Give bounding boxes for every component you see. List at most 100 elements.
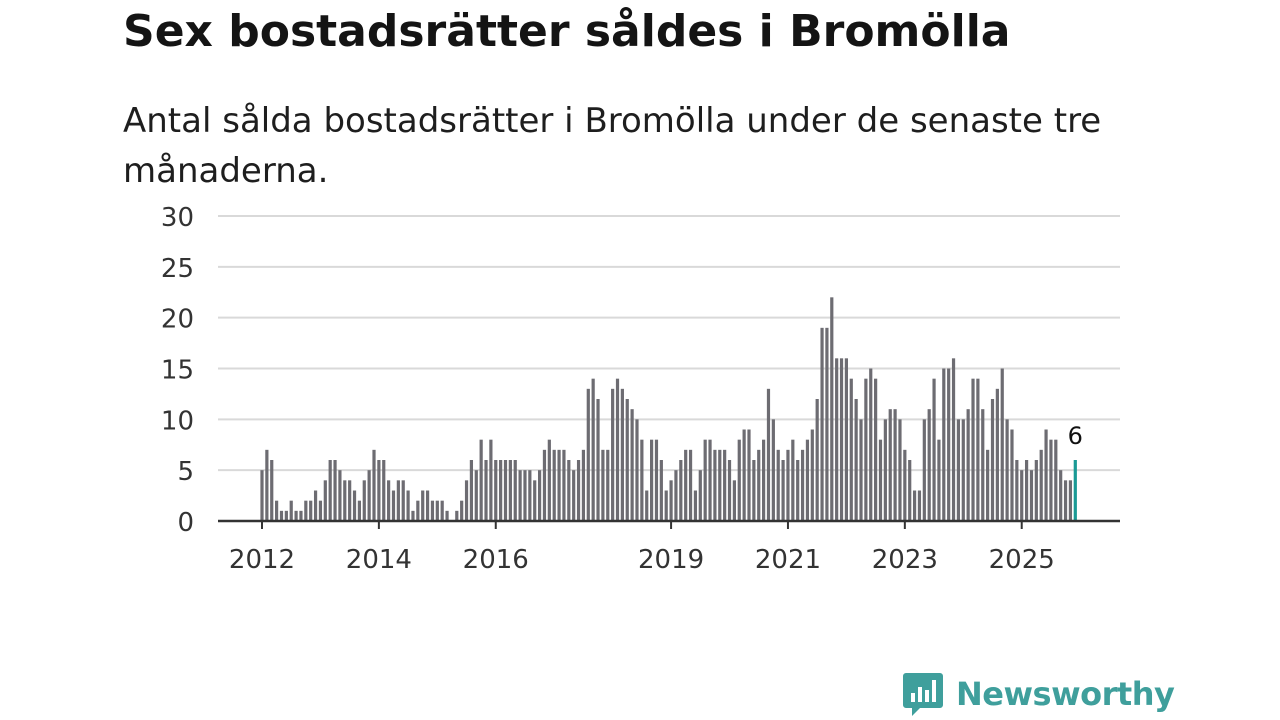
- bar: [786, 449, 790, 521]
- highlight-value-label: 6: [1068, 422, 1083, 450]
- bar: [830, 297, 834, 521]
- grid-lines: [218, 215, 1120, 472]
- y-tick-label: 30: [161, 203, 194, 233]
- bar: [659, 460, 663, 521]
- bar: [430, 500, 435, 521]
- bar: [888, 409, 892, 521]
- bar: [411, 510, 415, 521]
- bar: [1044, 429, 1048, 521]
- bar: [688, 449, 693, 521]
- y-tick-label: 15: [161, 356, 194, 386]
- x-axis: 2012 2014 2016 2019 2021 2023 2025: [218, 519, 1120, 575]
- bar: [304, 500, 308, 521]
- bar: [323, 480, 327, 521]
- bar: [1049, 439, 1053, 521]
- x-tick-label: 2014: [346, 545, 412, 575]
- bar: [567, 460, 571, 521]
- bar: [615, 378, 620, 521]
- bar: [732, 480, 736, 521]
- bar: [343, 480, 347, 521]
- bar: [494, 460, 498, 521]
- bar: [299, 510, 303, 521]
- bar: [650, 439, 654, 521]
- bar: [421, 490, 425, 521]
- bar: [976, 378, 980, 521]
- bar: [766, 388, 771, 521]
- bar: [1054, 439, 1058, 521]
- bar: [635, 419, 639, 521]
- bar: [679, 460, 683, 521]
- bar: [464, 480, 469, 521]
- bar: [927, 409, 931, 521]
- bar: [727, 460, 732, 521]
- bar-series: [260, 297, 1077, 521]
- bar: [338, 470, 342, 521]
- bar: [508, 460, 512, 521]
- bar: [942, 368, 946, 521]
- bar: [518, 470, 522, 521]
- bar: [908, 460, 912, 521]
- bar: [796, 460, 800, 521]
- bar: [718, 449, 722, 521]
- bar: [869, 368, 873, 521]
- annotations: 6: [1068, 422, 1083, 450]
- bar: [309, 500, 313, 521]
- bar: [708, 439, 712, 521]
- bar: [576, 460, 581, 521]
- bar: [1034, 460, 1038, 521]
- bar: [878, 439, 883, 521]
- bar: [572, 470, 576, 521]
- bar: [693, 490, 698, 521]
- bar: [703, 439, 707, 521]
- y-tick-label: 20: [161, 305, 194, 335]
- bar: [294, 510, 298, 521]
- bar: [771, 419, 775, 521]
- bar: [1015, 460, 1019, 521]
- bar: [820, 327, 824, 521]
- bar: [352, 490, 357, 521]
- bar: [406, 490, 410, 521]
- bar: [922, 419, 926, 521]
- y-tick-label: 25: [161, 254, 194, 284]
- bar: [937, 439, 941, 521]
- bar: [265, 449, 269, 521]
- bar: [542, 449, 547, 521]
- bar: [1000, 368, 1004, 521]
- bar: [503, 460, 508, 521]
- bar: [800, 449, 805, 521]
- bar: [523, 470, 527, 521]
- bar: [425, 490, 430, 521]
- bar: [367, 470, 371, 521]
- bar: [961, 419, 965, 521]
- bar: [620, 388, 624, 521]
- bar: [372, 449, 376, 521]
- bar: [625, 399, 629, 521]
- bar: [849, 378, 853, 521]
- bar: [898, 419, 902, 521]
- bar: [586, 388, 590, 521]
- bar: [547, 439, 551, 521]
- x-tick-label: 2016: [463, 545, 529, 575]
- bar: [435, 500, 439, 521]
- bar: [664, 490, 668, 521]
- bar: [460, 500, 464, 521]
- bar: [284, 510, 288, 521]
- bar: [932, 378, 936, 521]
- newsworthy-logo-icon: [903, 673, 943, 716]
- bar: [893, 409, 897, 521]
- bar: [601, 449, 605, 521]
- chart-title: Sex bostadsrätter såldes i Bromölla: [123, 6, 1011, 57]
- bar: [591, 378, 595, 521]
- bar: [387, 480, 391, 521]
- bar: [279, 510, 284, 521]
- x-tick-label: 2021: [755, 545, 821, 575]
- bar: [455, 510, 459, 521]
- bar-highlight: [1073, 460, 1077, 521]
- bar: [737, 439, 741, 521]
- bar: [362, 480, 366, 521]
- bar: [805, 439, 810, 521]
- bar: [713, 449, 717, 521]
- bar: [1029, 470, 1034, 521]
- bar: [742, 429, 746, 521]
- bar: [903, 449, 907, 521]
